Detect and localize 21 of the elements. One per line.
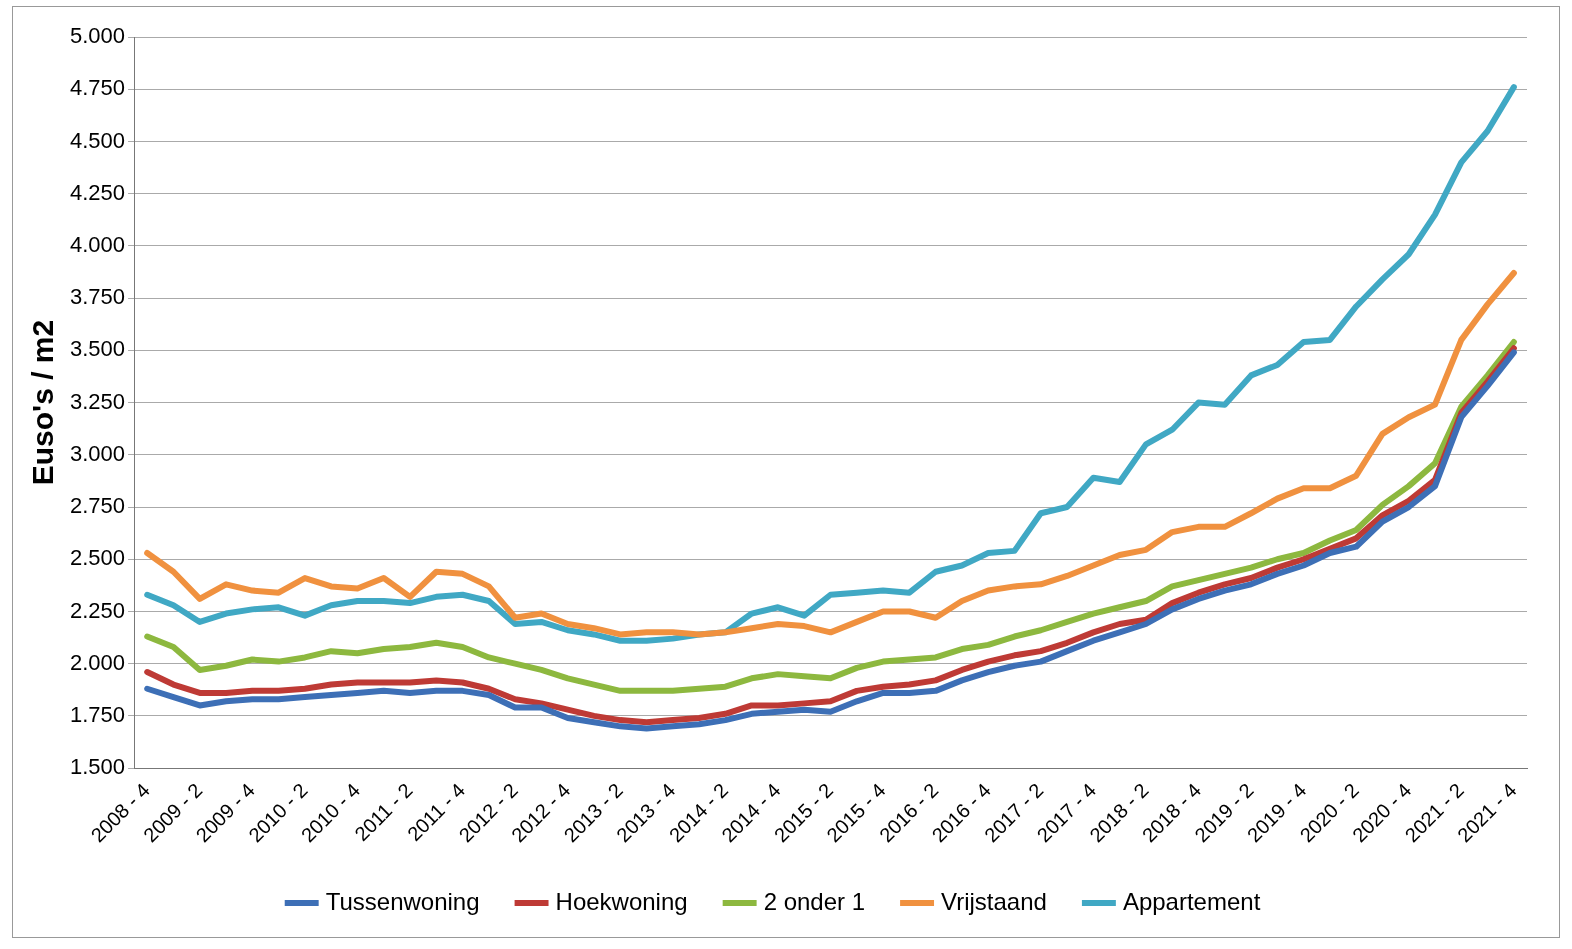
y-axis-title: Euso's / m2	[26, 319, 60, 486]
legend-label: 2 onder 1	[763, 887, 866, 915]
y-tick-label: 2.750	[69, 493, 126, 519]
y-tick-label: 3.500	[69, 336, 126, 362]
y-tick-label: 1.500	[69, 754, 126, 780]
y-tick-label: 2.000	[69, 649, 126, 675]
legend-label: Appartement	[1122, 887, 1261, 915]
y-tick-label: 1.750	[69, 701, 126, 727]
y-tick-label: 3.750	[69, 284, 126, 310]
legend-label: Vrijstaand	[941, 887, 1047, 915]
y-tick-label: 4.500	[69, 127, 126, 153]
y-tick-label: 4.750	[69, 75, 126, 101]
legend-label: Hoekwoning	[555, 887, 688, 915]
y-tick-label: 2.500	[69, 545, 126, 571]
y-tick-label: 4.250	[69, 179, 126, 205]
y-tick-label: 3.250	[69, 388, 126, 414]
y-tick-label: 5.000	[69, 23, 126, 49]
legend-label: Tussenwoning	[325, 887, 480, 915]
y-tick-label: 2.250	[69, 597, 126, 623]
y-tick-label: 3.000	[69, 440, 126, 466]
y-tick-label: 4.000	[69, 231, 126, 257]
